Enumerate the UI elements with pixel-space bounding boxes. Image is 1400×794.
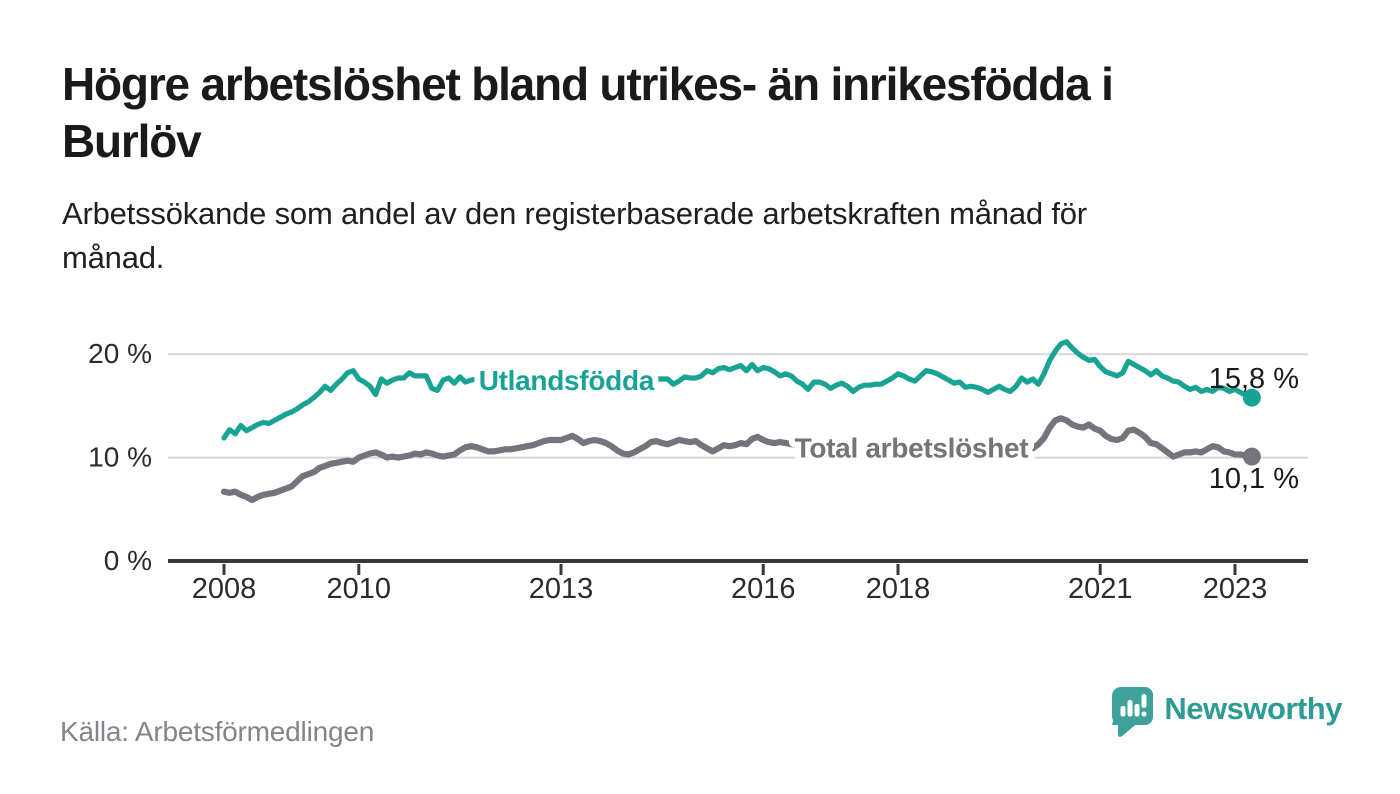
series-end-value-utlandsfodda: 15,8 % [1209,363,1299,395]
logo-exclamation-bar [1141,694,1147,708]
x-tick-label-2018: 2018 [866,573,931,605]
series-inline-label-total: Total arbetslöshet [795,432,1029,463]
x-tick-label-2013: 2013 [529,573,594,605]
y-tick-label-20: 20 % [88,338,152,369]
series-end-dot-total [1242,447,1261,466]
newsworthy-brand: Newsworthy [1111,686,1342,738]
chart-subtitle: Arbetssökande som andel av den registerb… [62,192,1352,280]
newsworthy-wordmark: Newsworthy [1164,691,1342,726]
newsworthy-logo-icon [1112,687,1154,737]
series-line-utlandsfodda [221,339,1255,441]
series-line-total [220,415,1256,504]
logo-bubble-tail [1118,719,1138,737]
x-tick-label-2010: 2010 [327,573,392,605]
y-tick-label-0: 0 % [104,545,152,576]
page-title: Högre arbetslöshet bland utrikes- än inr… [62,56,1352,170]
x-tick-label-2021: 2021 [1068,573,1133,605]
x-tick-label-2008: 2008 [192,573,257,605]
series-end-dot-utlandsfodda [1242,388,1261,407]
subtitle-line-1: Arbetssökande som andel av den registerb… [62,196,1087,231]
logo-bar-3 [1134,704,1140,717]
logo-bar-1 [1120,706,1126,717]
subtitle-line-2: månad. [62,240,165,275]
logo-exclamation-dot [1141,711,1147,717]
series-end-value-total: 10,1 % [1209,463,1299,495]
x-tick-label-2023: 2023 [1203,573,1268,605]
title-line-2: Burlöv [62,115,202,167]
x-tick-label-2016: 2016 [731,573,796,605]
y-tick-label-10: 10 % [88,442,152,473]
series-inline-label-utlandsfodda: Utlandsfödda [479,365,655,396]
title-line-1: Högre arbetslöshet bland utrikes- än inr… [62,58,1114,110]
source-note: Källa: Arbetsförmedlingen [60,716,375,747]
logo-bar-2 [1127,700,1133,717]
line-chart: 2008 2010 2013 2016 2018 2021 2023 0 % 10 % 20 % U… [88,338,1308,605]
